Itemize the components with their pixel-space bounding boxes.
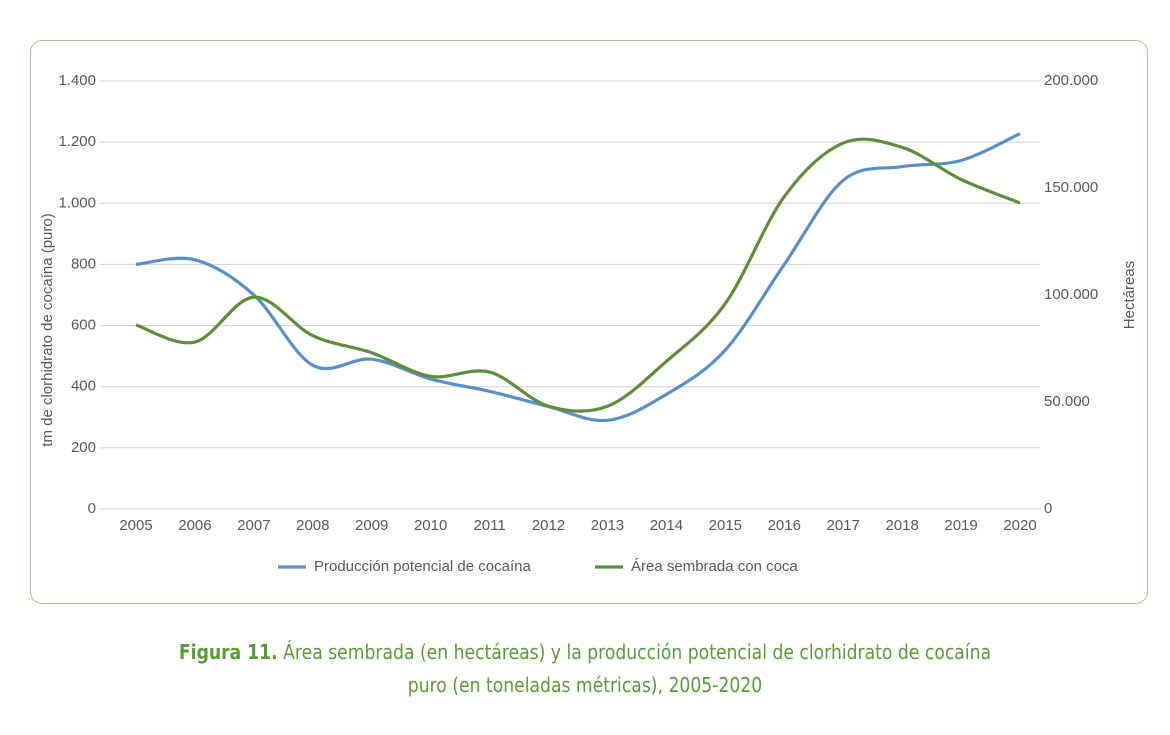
caption: Figura 11. Área sembrada (en hectáreas) …: [168, 636, 1002, 702]
x-tick-label: 2009: [355, 517, 388, 534]
x-tick-label: 2015: [709, 517, 742, 534]
chart-frame: [30, 40, 1148, 604]
caption-text: Área sembrada (en hectáreas) y la produc…: [283, 640, 992, 697]
x-tick-label: 2019: [944, 517, 977, 534]
y-tick-label: 1.000: [58, 194, 96, 211]
x-tick-label: 2010: [414, 517, 447, 534]
y-tick-label: 1.400: [58, 72, 96, 89]
y2-axis-label: Hectáreas: [1121, 261, 1138, 329]
series-line: [135, 137, 1021, 413]
y-tick-label: 200: [71, 439, 96, 456]
y2-tick-label: 100.000: [1044, 286, 1098, 303]
y-tick-label: 1.200: [58, 133, 96, 150]
x-tick-label: 2005: [119, 517, 152, 534]
x-tick-label: 2020: [1003, 517, 1036, 534]
y2-tick-label: 50.000: [1044, 393, 1090, 410]
x-tick-label: 2008: [296, 517, 329, 534]
x-tick-label: 2017: [827, 517, 860, 534]
y-tick-label: 0: [88, 500, 96, 517]
y2-tick-label: 0: [1044, 500, 1052, 517]
chart: tm de clorhidrato de cocaína (puro) Hect…: [39, 72, 1138, 575]
y2-tick-label: 200.000: [1044, 72, 1098, 89]
x-tick-label: 2006: [178, 517, 211, 534]
x-tick-label: 2013: [591, 517, 624, 534]
x-tick-label: 2016: [768, 517, 801, 534]
y-tick-label: 400: [71, 378, 96, 395]
legend-label: Producción potencial de cocaína: [314, 558, 531, 575]
caption-label: Figura 11.: [178, 640, 278, 664]
x-tick-label: 2014: [650, 517, 683, 534]
y2-tick-label: 150.000: [1044, 179, 1098, 196]
y-axis-label: tm de clorhidrato de cocaína (puro): [39, 213, 56, 446]
y-tick-label: 600: [71, 317, 96, 334]
series-line: [135, 132, 1021, 423]
legend-label: Área sembrada con coca: [631, 558, 798, 575]
y-tick-label: 800: [71, 255, 96, 272]
x-tick-label: 2011: [473, 517, 505, 534]
x-tick-label: 2007: [237, 517, 270, 534]
x-tick-label: 2018: [885, 517, 918, 534]
x-tick-label: 2012: [532, 517, 565, 534]
